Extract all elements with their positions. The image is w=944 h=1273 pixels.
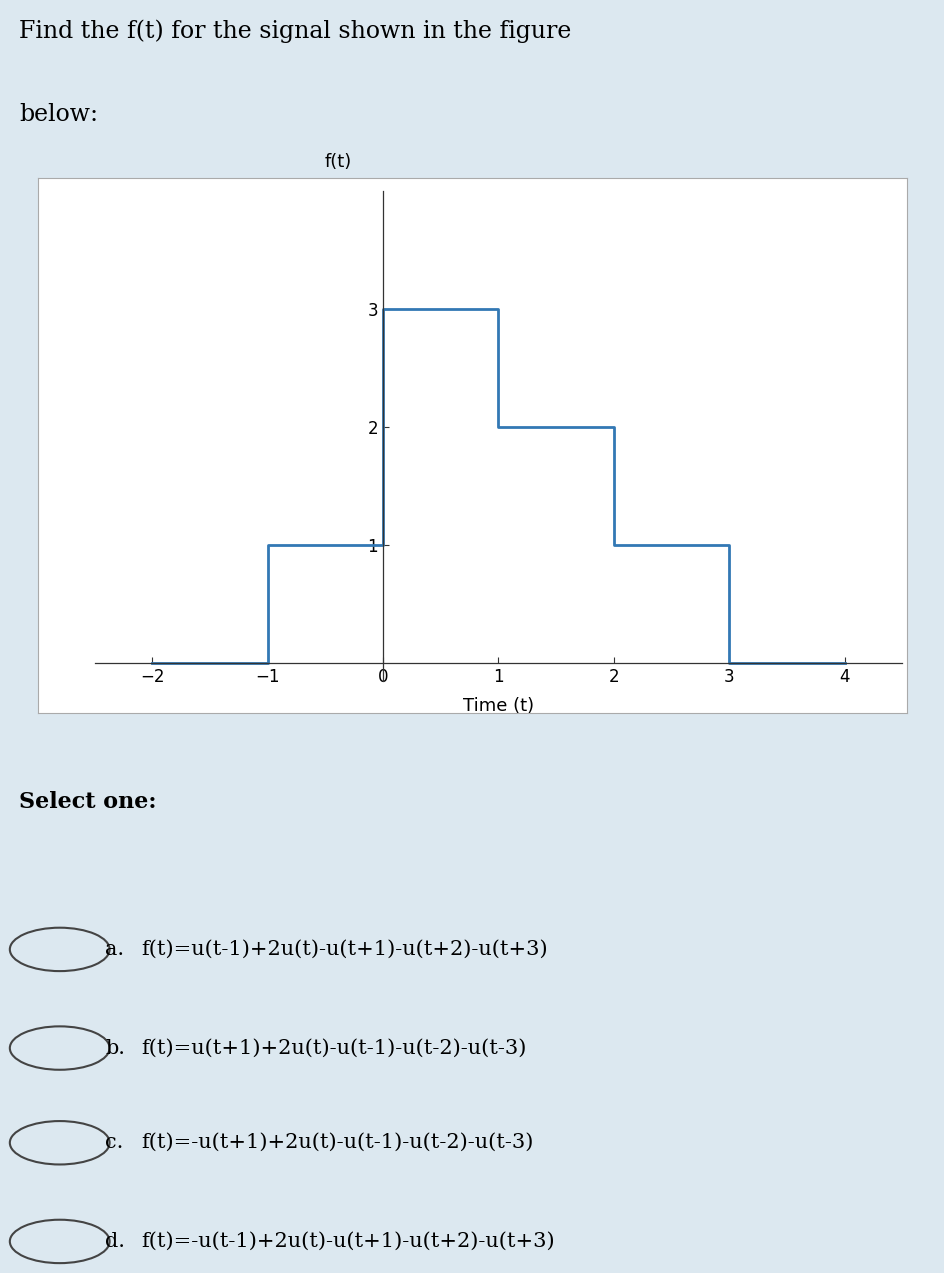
Text: a.: a.: [105, 939, 124, 959]
Text: f(t)=u(t-1)+2u(t)-u(t+1)-u(t+2)-u(t+3): f(t)=u(t-1)+2u(t)-u(t+1)-u(t+2)-u(t+3): [142, 939, 548, 959]
Text: Select one:: Select one:: [19, 791, 157, 813]
Text: c.: c.: [105, 1133, 124, 1152]
Text: f(t)=-u(t+1)+2u(t)-u(t-1)-u(t-2)-u(t-3): f(t)=-u(t+1)+2u(t)-u(t-1)-u(t-2)-u(t-3): [142, 1133, 533, 1152]
Text: below:: below:: [19, 103, 98, 126]
Text: Find the f(t) for the signal shown in the figure: Find the f(t) for the signal shown in th…: [19, 19, 571, 42]
X-axis label: Time (t): Time (t): [463, 698, 533, 715]
Text: f(t)=-u(t-1)+2u(t)-u(t+1)-u(t+2)-u(t+3): f(t)=-u(t-1)+2u(t)-u(t+1)-u(t+2)-u(t+3): [142, 1232, 554, 1251]
Text: f(t)=u(t+1)+2u(t)-u(t-1)-u(t-2)-u(t-3): f(t)=u(t+1)+2u(t)-u(t-1)-u(t-2)-u(t-3): [142, 1039, 526, 1058]
Text: b.: b.: [105, 1039, 125, 1058]
Text: d.: d.: [105, 1232, 125, 1251]
Text: f(t): f(t): [325, 153, 352, 172]
